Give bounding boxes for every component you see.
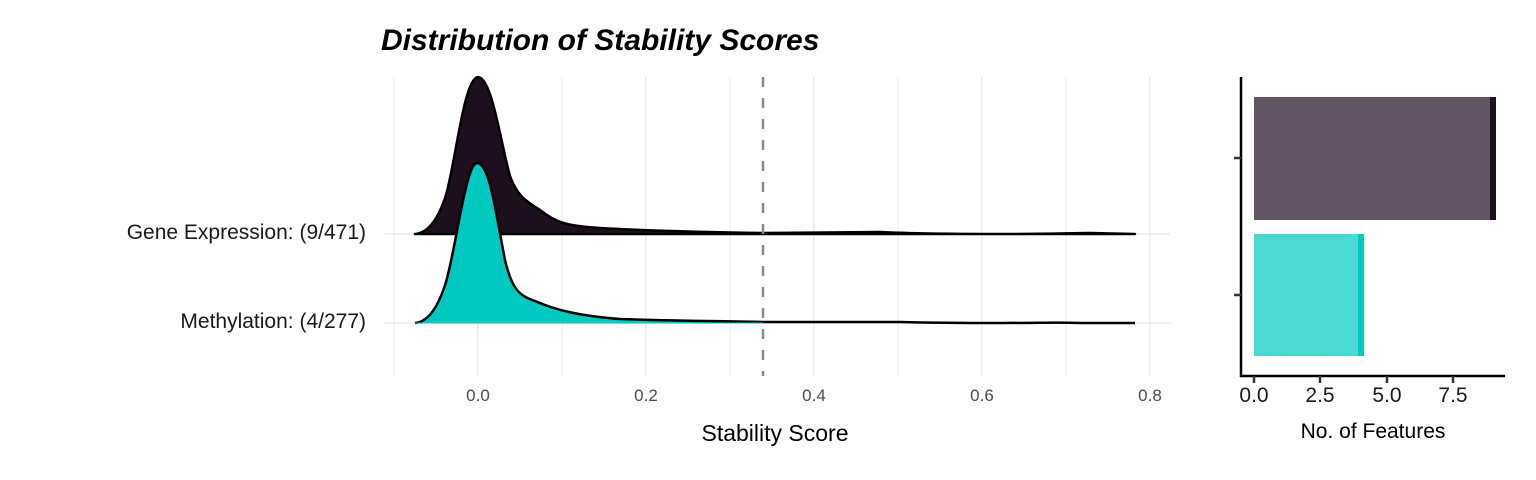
ridge-methylation-fill <box>415 163 763 323</box>
bar-axes <box>1239 77 1505 378</box>
bar-x-tick-label: 5.0 <box>1372 384 1402 407</box>
bar-methylation-edge <box>1358 234 1364 356</box>
row-label-gene-expression: Gene Expression: (9/471) <box>126 221 366 244</box>
bar-gene-expression-edge <box>1490 97 1496 220</box>
bar-x-axis-title: No. of Features <box>1300 420 1446 443</box>
bar-methylation <box>1254 234 1358 356</box>
row-label-methylation: Methylation: (4/277) <box>180 310 366 333</box>
bar-axis-ticks <box>1234 156 1455 383</box>
chart-title: Distribution of Stability Scores <box>381 24 820 57</box>
bar-x-tick-label: 0.0 <box>1239 384 1269 407</box>
bar-x-tick-label: 2.5 <box>1305 384 1335 407</box>
ridge-gene-expression <box>413 75 1137 236</box>
ridge-methylation-outline <box>414 161 1135 325</box>
x-tick-label: 0.2 <box>634 386 658 405</box>
x-tick-label: 0.6 <box>970 386 994 405</box>
x-axis-title: Stability Score <box>701 420 849 446</box>
bar-x-tick-label: 7.5 <box>1438 384 1468 407</box>
x-tick-label: 0.8 <box>1138 386 1162 405</box>
x-tick-label: 0.0 <box>466 386 490 405</box>
bar-gene-expression <box>1254 97 1490 220</box>
x-tick-label: 0.4 <box>802 386 826 405</box>
